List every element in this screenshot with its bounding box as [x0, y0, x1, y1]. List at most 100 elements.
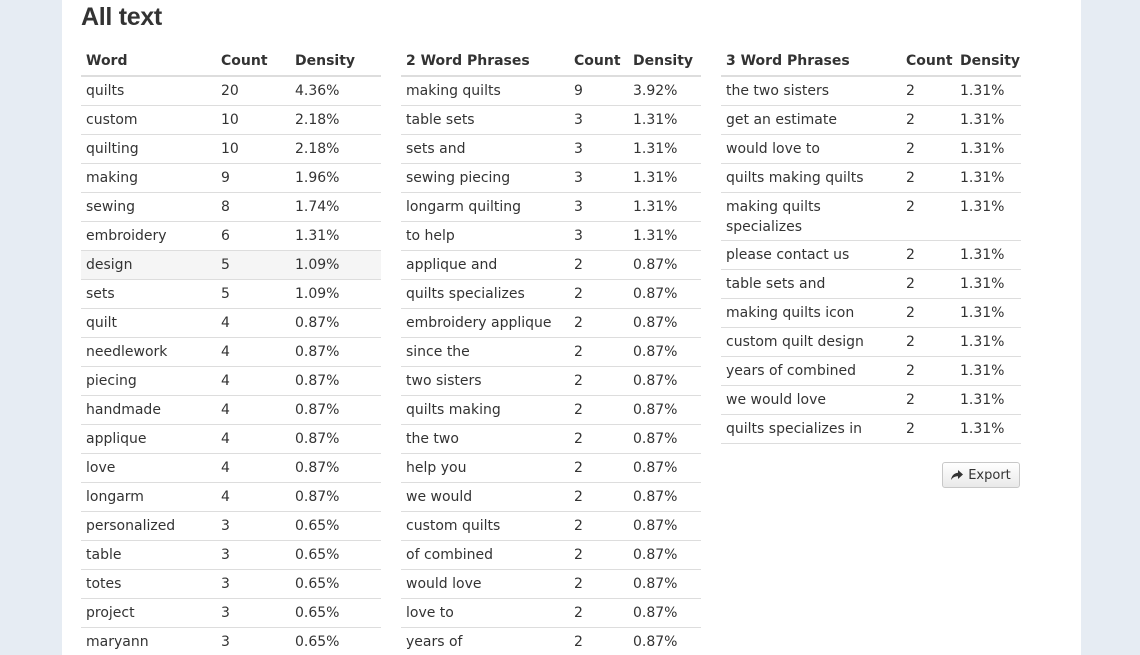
term-cell: two sisters	[401, 366, 569, 396]
count-cell: 4	[216, 308, 290, 338]
count-cell: 20	[216, 76, 290, 106]
table-row: custom quilt design 2 1.31%	[721, 327, 1021, 357]
density-cell: 1.31%	[628, 192, 701, 222]
table-row: of combined 2 0.87%	[401, 540, 701, 570]
count-cell: 2	[901, 240, 955, 270]
count-cell: 4	[216, 424, 290, 454]
count-cell: 2	[901, 269, 955, 299]
count-cell: 4	[216, 482, 290, 512]
column-header-density: Density	[955, 47, 1021, 77]
count-cell: 8	[216, 192, 290, 222]
density-cell: 0.87%	[628, 308, 701, 338]
density-cell: 1.31%	[955, 76, 1021, 106]
density-cell: 1.31%	[955, 134, 1021, 164]
term-cell: the two sisters	[721, 76, 901, 106]
table-row: making quilts specializes 2 1.31%	[721, 192, 1021, 241]
table-header-row: 2 Word Phrases Count Density	[401, 47, 701, 77]
term-cell: sets and	[401, 134, 569, 164]
table-row: making 9 1.96%	[81, 163, 381, 193]
density-cell: 4.36%	[290, 76, 381, 106]
column-header-term: 3 Word Phrases	[721, 47, 901, 77]
count-cell: 4	[216, 366, 290, 396]
table-row: making quilts icon 2 1.31%	[721, 298, 1021, 328]
count-cell: 2	[901, 134, 955, 164]
table-row: making quilts 9 3.92%	[401, 76, 701, 106]
table-row: quilts specializes 2 0.87%	[401, 279, 701, 309]
term-cell: applique	[81, 424, 216, 454]
density-cell: 1.31%	[955, 269, 1021, 299]
table-row: design 5 1.09%	[81, 250, 381, 280]
count-cell: 10	[216, 134, 290, 164]
density-cell: 1.31%	[955, 356, 1021, 386]
table-row: longarm quilting 3 1.31%	[401, 192, 701, 222]
single-word-table: Word Count Density quilts 20 4.36% custom 10 2.…	[81, 47, 381, 655]
density-cell: 0.87%	[628, 279, 701, 309]
table-row: the two sisters 2 1.31%	[721, 76, 1021, 106]
density-cell: 1.31%	[628, 163, 701, 193]
density-cell: 1.31%	[955, 240, 1021, 270]
two-word-phrases-table: 2 Word Phrases Count Density making quilts…	[401, 47, 701, 655]
table-row: please contact us 2 1.31%	[721, 240, 1021, 270]
density-cell: 0.87%	[628, 482, 701, 512]
count-cell: 9	[569, 76, 628, 106]
term-cell: help you	[401, 453, 569, 483]
count-cell: 3	[569, 192, 628, 222]
table-header-row: 3 Word Phrases Count Density	[721, 47, 1021, 77]
density-cell: 3.92%	[628, 76, 701, 106]
export-button[interactable]: Export	[942, 462, 1020, 488]
table-row: handmade 4 0.87%	[81, 395, 381, 425]
count-cell: 3	[569, 134, 628, 164]
table-row: embroidery applique 2 0.87%	[401, 308, 701, 338]
count-cell: 2	[569, 366, 628, 396]
density-cell: 0.87%	[290, 482, 381, 512]
term-cell: table sets and	[721, 269, 901, 299]
table-header-row: Word Count Density	[81, 47, 381, 77]
term-cell: years of combined	[721, 356, 901, 386]
term-cell: love to	[401, 598, 569, 628]
count-cell: 3	[216, 511, 290, 541]
term-cell: project	[81, 598, 216, 628]
density-cell: 0.87%	[628, 540, 701, 570]
density-cell: 1.31%	[955, 298, 1021, 328]
count-cell: 2	[901, 192, 955, 241]
count-cell: 2	[569, 424, 628, 454]
count-cell: 6	[216, 221, 290, 251]
density-cell: 1.31%	[955, 105, 1021, 135]
count-cell: 2	[569, 569, 628, 599]
term-cell: longarm quilting	[401, 192, 569, 222]
table-row: quilts making 2 0.87%	[401, 395, 701, 425]
column-header-term: 2 Word Phrases	[401, 47, 569, 77]
density-cell: 1.09%	[290, 250, 381, 280]
term-cell: since the	[401, 337, 569, 367]
table-row: table sets and 2 1.31%	[721, 269, 1021, 299]
density-cell: 1.31%	[628, 105, 701, 135]
table-row: quilting 10 2.18%	[81, 134, 381, 164]
density-cell: 0.87%	[628, 569, 701, 599]
term-cell: get an estimate	[721, 105, 901, 135]
count-cell: 4	[216, 337, 290, 367]
column-header-density: Density	[290, 47, 381, 77]
term-cell: personalized	[81, 511, 216, 541]
density-cell: 0.65%	[290, 540, 381, 570]
table-row: needlework 4 0.87%	[81, 337, 381, 367]
term-cell: embroidery applique	[401, 308, 569, 338]
table-row: quilt 4 0.87%	[81, 308, 381, 338]
count-cell: 4	[216, 453, 290, 483]
density-cell: 1.31%	[628, 134, 701, 164]
table-row: two sisters 2 0.87%	[401, 366, 701, 396]
table-row: would love 2 0.87%	[401, 569, 701, 599]
density-cell: 0.87%	[628, 250, 701, 280]
table-row: totes 3 0.65%	[81, 569, 381, 599]
term-cell: making quilts specializes	[721, 192, 901, 241]
term-cell: embroidery	[81, 221, 216, 251]
count-cell: 10	[216, 105, 290, 135]
density-cell: 0.87%	[628, 366, 701, 396]
table-row: quilts 20 4.36%	[81, 76, 381, 106]
count-cell: 5	[216, 279, 290, 309]
count-cell: 2	[901, 105, 955, 135]
count-cell: 3	[569, 163, 628, 193]
term-cell: of combined	[401, 540, 569, 570]
table-row: table sets 3 1.31%	[401, 105, 701, 135]
count-cell: 2	[569, 453, 628, 483]
term-cell: would love	[401, 569, 569, 599]
